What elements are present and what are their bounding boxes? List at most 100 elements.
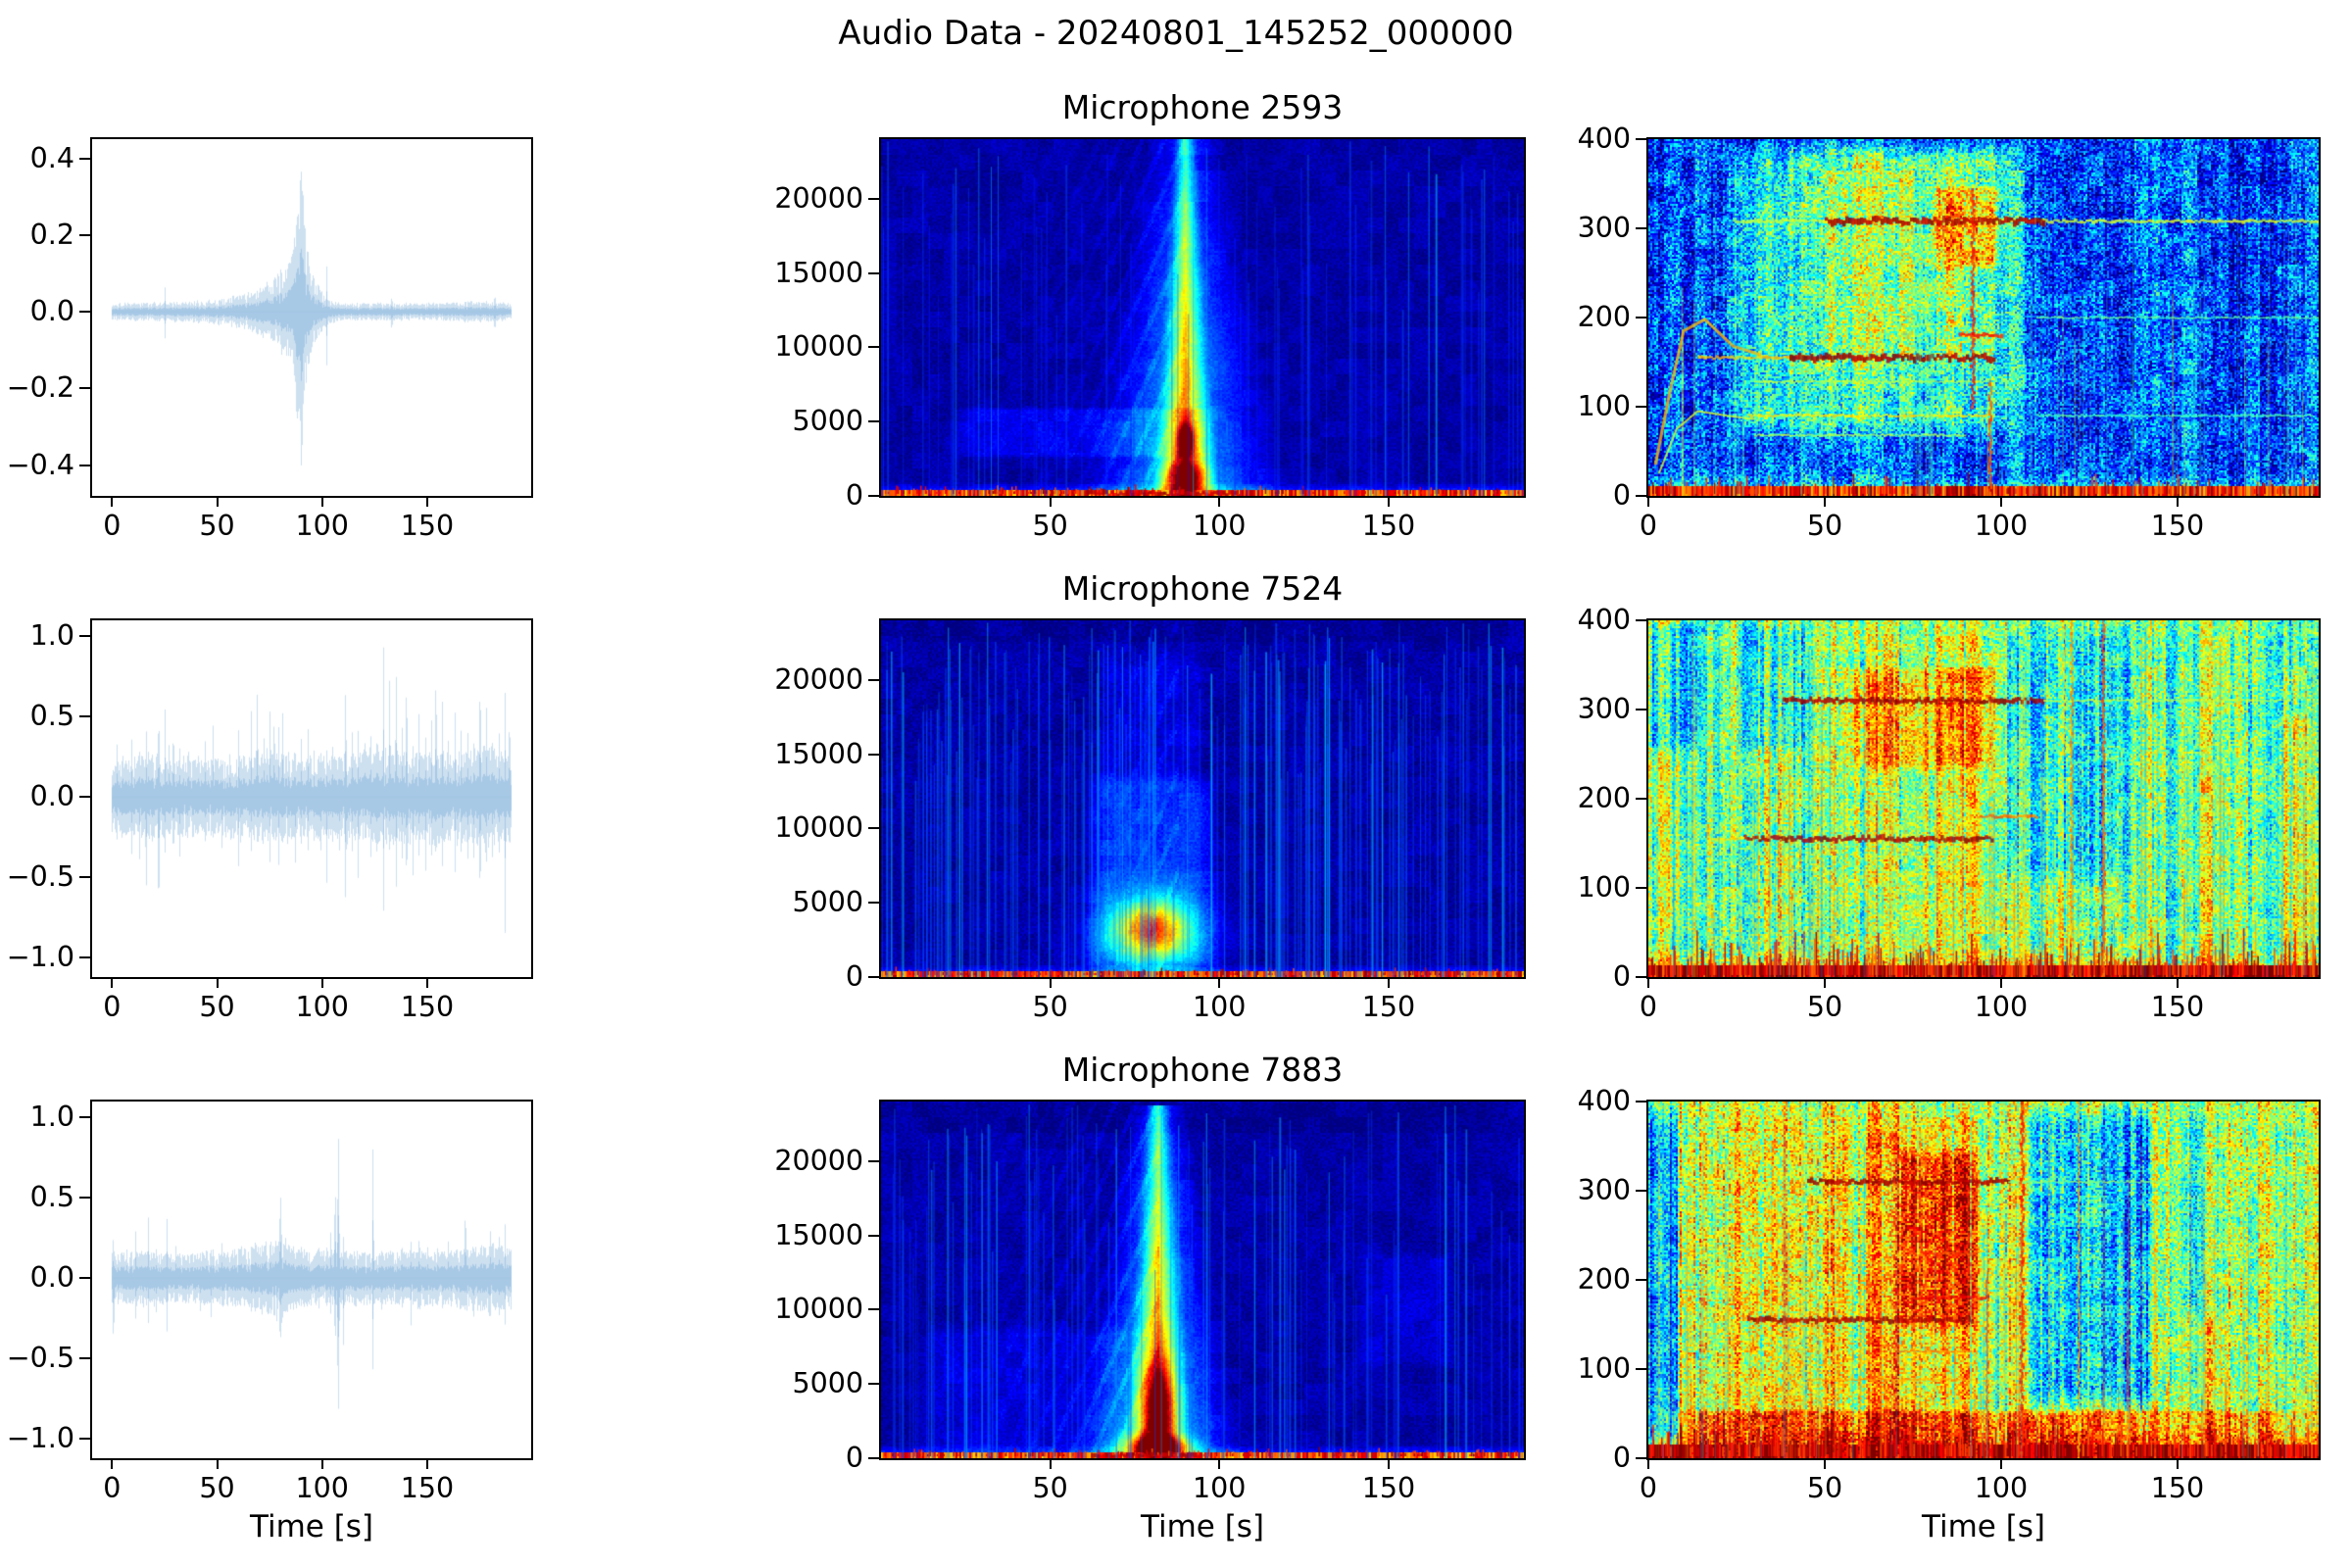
x-tick-mark	[1647, 1458, 1649, 1469]
spectrogram-full-panel-row2: 50 100 150 0 5000 10000 15000 20000	[774, 618, 1526, 1023]
y-tick-mark	[868, 271, 879, 274]
y-tick-label: 1.0	[29, 1101, 74, 1134]
x-tick-mark	[1049, 496, 1052, 507]
y-tick-mark	[1636, 1368, 1646, 1370]
y-tick-label: 100	[1577, 871, 1631, 904]
x-tick-label: 0	[1639, 1472, 1658, 1504]
y-tick-label: 0	[845, 1442, 863, 1474]
y-tick-mark	[79, 715, 90, 718]
x-tick-label: 50	[1032, 510, 1068, 542]
x-tick-mark	[1218, 496, 1221, 507]
y-tick-mark	[1636, 619, 1646, 621]
spectrogram-low-canvas-row2	[1648, 620, 2319, 977]
waveform-canvas-row1	[92, 139, 531, 496]
waveform-canvas-row3	[92, 1102, 531, 1458]
y-tick-label: 200	[1577, 301, 1631, 333]
y-tick-mark	[868, 1457, 879, 1459]
y-tick-label: −0.5	[6, 1342, 74, 1375]
y-tick-label: 100	[1577, 390, 1631, 422]
x-tick-mark	[425, 496, 428, 507]
y-tick-mark	[79, 1438, 90, 1441]
y-tick-mark	[79, 796, 90, 799]
x-tick-mark	[1647, 496, 1649, 507]
x-tick-mark	[111, 496, 114, 507]
x-tick-mark	[1824, 496, 1826, 507]
y-tick-mark	[1636, 406, 1646, 408]
y-tick-mark	[79, 635, 90, 638]
x-tick-mark	[2177, 1458, 2179, 1469]
x-tick-label: 150	[400, 1472, 455, 1504]
y-tick-label: 1.0	[29, 619, 74, 653]
spectrogram-low-canvas-row1	[1648, 139, 2319, 496]
y-tick-mark	[1636, 1457, 1646, 1459]
y-tick-mark	[1636, 138, 1646, 140]
x-tick-label: 50	[1032, 991, 1068, 1023]
x-tick-label: 100	[1974, 510, 2029, 542]
x-tick-label: 150	[400, 991, 455, 1023]
y-tick-label: −1.0	[6, 941, 74, 974]
x-tick-label: 100	[1974, 991, 2029, 1023]
x-tick-label: 100	[1193, 991, 1247, 1023]
y-tick-mark	[868, 495, 879, 497]
x-tick-mark	[1387, 1458, 1390, 1469]
y-tick-label: 0	[1612, 1442, 1631, 1474]
y-tick-label: 10000	[774, 811, 863, 845]
spectrogram-low-panel-row1: 0 50 100 150 0 100 200 300 400	[1578, 122, 2321, 542]
x-axis-label-col2: Time [s]	[1140, 1509, 1265, 1544]
x-tick-label: 100	[295, 1472, 349, 1504]
x-tick-mark	[1387, 977, 1390, 988]
y-tick-mark	[868, 976, 879, 978]
waveform-panel-row3: 0 50 100 150 1.0 0.5 0.0 −0.5 −1.0	[7, 1100, 533, 1504]
x-tick-mark	[2000, 1458, 2002, 1469]
y-tick-mark	[79, 956, 90, 959]
x-tick-mark	[111, 1458, 114, 1469]
y-tick-mark	[79, 1197, 90, 1200]
y-tick-mark	[79, 233, 90, 236]
y-tick-mark	[868, 197, 879, 200]
x-tick-label: 50	[1806, 991, 1843, 1023]
x-tick-mark	[216, 977, 219, 988]
y-tick-mark	[79, 1277, 90, 1280]
x-tick-label: 0	[103, 991, 122, 1023]
x-tick-label: 50	[1032, 1472, 1068, 1504]
y-tick-mark	[1636, 798, 1646, 800]
y-tick-mark	[868, 827, 879, 830]
waveform-canvas-row2	[92, 620, 531, 977]
y-tick-label: 0.0	[29, 295, 74, 328]
subplot-title-row3: Microphone 7883	[1061, 1051, 1344, 1089]
y-tick-label: 200	[1577, 1263, 1631, 1296]
x-tick-mark	[216, 1458, 219, 1469]
spectrogram-low-panel-row2: 0 50 100 150 0 100 200 300 400	[1578, 604, 2321, 1023]
y-tick-mark	[1636, 887, 1646, 889]
x-tick-label: 50	[1806, 1472, 1843, 1504]
y-tick-label: 0	[1612, 960, 1631, 993]
x-tick-mark	[320, 1458, 323, 1469]
x-tick-label: 0	[1639, 991, 1658, 1023]
y-tick-mark	[1636, 709, 1646, 710]
y-tick-label: −1.0	[6, 1422, 74, 1455]
y-tick-mark	[79, 1357, 90, 1360]
spectrogram-full-canvas-row1	[881, 139, 1524, 496]
y-tick-mark	[868, 902, 879, 905]
y-tick-mark	[868, 678, 879, 681]
y-tick-label: 5000	[792, 1367, 863, 1400]
y-tick-label: −0.4	[6, 448, 74, 481]
y-tick-label: −0.2	[6, 371, 74, 405]
x-axis-label-col3: Time [s]	[1921, 1509, 2046, 1544]
y-tick-mark	[1636, 227, 1646, 229]
figure-title: Audio Data - 20240801_145252_000000	[838, 14, 1514, 53]
y-tick-label: 0.0	[29, 780, 74, 813]
x-tick-label: 50	[199, 1472, 235, 1504]
x-tick-mark	[2177, 496, 2179, 507]
x-tick-label: 100	[295, 991, 349, 1023]
x-tick-label: 50	[199, 510, 235, 542]
spectrogram-full-canvas-row3	[881, 1102, 1524, 1458]
y-tick-mark	[868, 1383, 879, 1386]
y-tick-mark	[868, 1159, 879, 1162]
y-tick-mark	[868, 753, 879, 756]
x-tick-label: 0	[1639, 510, 1658, 542]
x-tick-mark	[1218, 1458, 1221, 1469]
y-tick-mark	[1636, 1101, 1646, 1102]
y-tick-label: 15000	[774, 256, 863, 289]
